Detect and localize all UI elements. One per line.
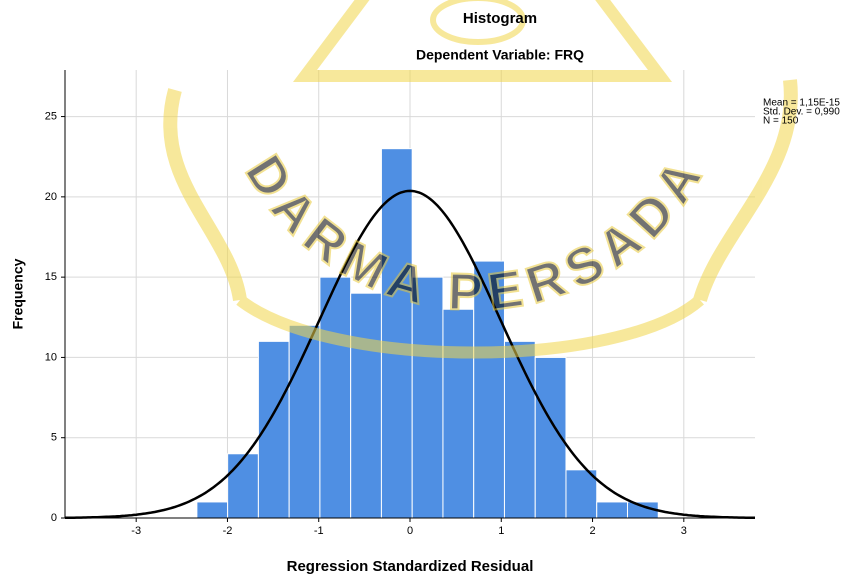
x-axis-title: Regression Standardized Residual: [287, 558, 534, 575]
y-tick-label: 10: [45, 351, 57, 363]
y-axis-title: Frequency: [10, 258, 26, 329]
y-tick-label: 15: [45, 271, 57, 283]
x-tick-label: -2: [223, 525, 233, 537]
x-tick-label: 3: [681, 525, 687, 537]
watermark-text: DARMA PERSADA: [234, 145, 716, 322]
y-tick-label: 5: [51, 432, 57, 444]
bar: [380, 148, 413, 519]
watermark-text-path: DARMA PERSADA: [233, 144, 711, 323]
chart-title: Histogram: [463, 10, 537, 27]
bar: [503, 340, 536, 519]
normal-curve: [65, 189, 755, 520]
watermark-shape: [430, 0, 526, 45]
x-tick-label: 1: [498, 525, 504, 537]
watermark-shape: [236, 295, 704, 359]
plot-area: 0 5 10 15 20 25 -3 -2 -1 0 1 2 3: [45, 70, 755, 537]
bar: [227, 453, 259, 519]
bar: [319, 276, 352, 519]
x-tick-label: -3: [131, 525, 141, 537]
watermark-triangle: [293, 0, 673, 82]
bar: [350, 292, 382, 519]
stat-label: Mean = 1,15E-15: [763, 98, 840, 109]
stat-label: Std. Dev. = 0,990: [763, 107, 840, 118]
stat-label: N = 150: [763, 116, 799, 127]
bar: [442, 308, 475, 519]
bar: [196, 501, 229, 519]
chart-subtitle: Dependent Variable: FRQ: [416, 47, 584, 63]
watermark-shape: [693, 79, 798, 303]
x-tick-label: 0: [407, 525, 413, 537]
bar: [288, 324, 321, 519]
watermark-shape: [163, 88, 247, 302]
y-tick-label: 25: [45, 110, 57, 122]
y-tick-label: 20: [45, 191, 57, 203]
x-tick-label: 2: [589, 525, 595, 537]
bar: [596, 501, 628, 519]
x-tick-label: -1: [314, 525, 324, 537]
bar: [565, 469, 598, 519]
y-tick-label: 0: [51, 512, 57, 524]
